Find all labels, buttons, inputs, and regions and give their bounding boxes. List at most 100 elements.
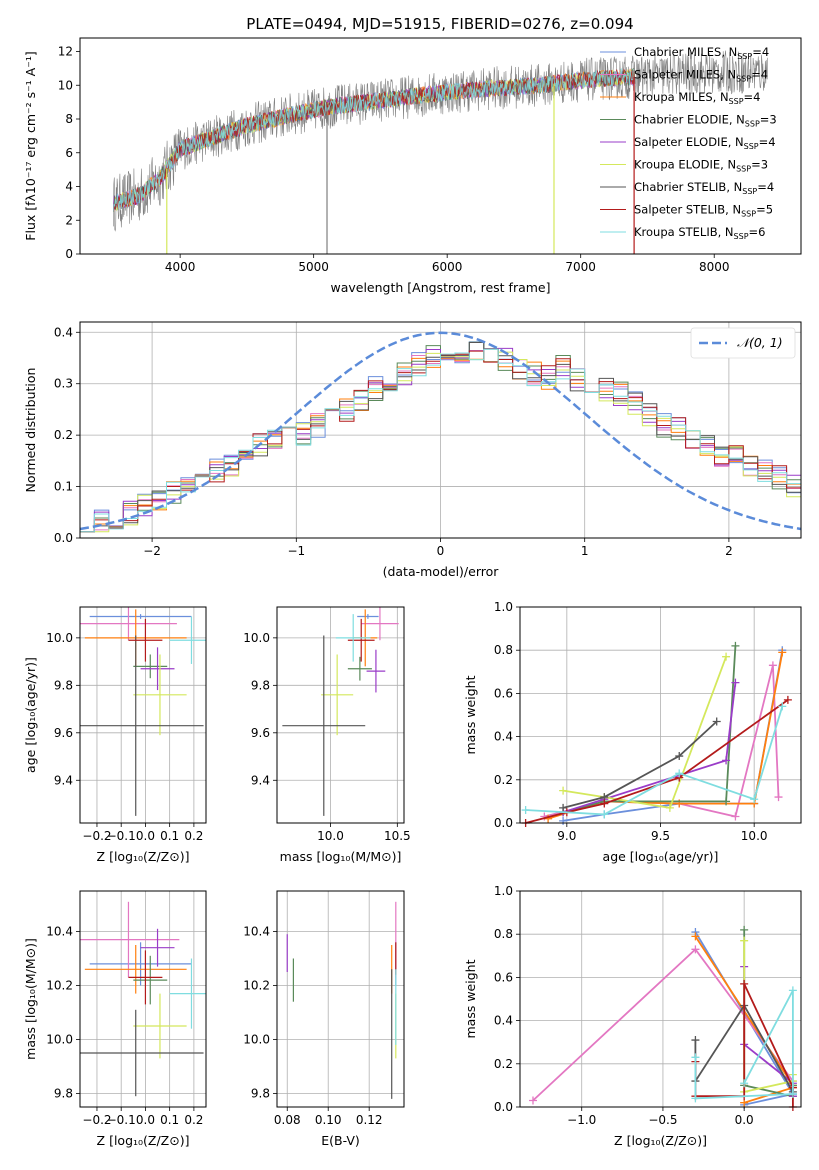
legend-label: Salpeter STELIB, NSSP=5 xyxy=(634,203,773,219)
series-marker xyxy=(722,797,731,806)
x-tick-label: 10.5 xyxy=(384,829,411,843)
errorbar-salpeter-miles xyxy=(80,607,177,641)
series-marker xyxy=(750,795,759,804)
errorbar-chabrier-miles xyxy=(89,614,192,619)
plot-area xyxy=(80,901,206,1097)
y-tick-label: 10.2 xyxy=(243,979,270,993)
x-tick-label: 7000 xyxy=(565,260,596,274)
y-tick-label: 0.2 xyxy=(54,428,73,442)
errorbar-chabrier-elodie xyxy=(133,955,168,1005)
series-line xyxy=(694,983,794,1107)
series-marker xyxy=(768,661,777,670)
errorbar-kroupa-elodie xyxy=(321,654,354,736)
axes-frame xyxy=(519,890,802,1108)
legend-label: Kroupa STELIB, NSSP=6 xyxy=(634,225,765,241)
x-tick-label: 0.1 xyxy=(160,1113,179,1127)
x-tick-label: 0.1 xyxy=(160,829,179,843)
weight-vs-age-panel: 9.0 9.5 10.0 0.0 0.2 0.4 0.6 0.8 1.0 age [log₁₀(a… xyxy=(463,600,802,864)
y-tick-label: 1.0 xyxy=(494,884,513,898)
histogram-kroupa-stelib xyxy=(80,348,801,533)
axes-frame xyxy=(276,890,405,1108)
y-tick-label: 10.4 xyxy=(243,925,270,939)
x-tick-label: 2 xyxy=(725,544,733,558)
errorbar-chabrier-stelib xyxy=(282,635,366,816)
plot-area xyxy=(528,925,797,1111)
x-tick-label: 0.08 xyxy=(274,1113,301,1127)
y-tick-label: 0.1 xyxy=(54,480,73,494)
x-tick-label: −0.1 xyxy=(107,829,136,843)
errorbar-salpeter-elodie xyxy=(140,647,175,691)
legend-label: Chabrier STELIB, NSSP=4 xyxy=(634,180,774,196)
legend-box xyxy=(690,327,796,359)
x-tick-label: 0.12 xyxy=(356,1113,383,1127)
series-kroupa-stelib xyxy=(691,986,797,1103)
y-tick-label: 9.8 xyxy=(251,678,270,692)
y-tick-label: 0.6 xyxy=(494,686,513,700)
errorbar-chabrier-miles xyxy=(357,614,379,619)
series-line xyxy=(743,966,794,1097)
y-axis-label: Normed distribution xyxy=(23,368,38,493)
y-tick-label: 9.8 xyxy=(54,678,73,692)
x-tick-label: 10.0 xyxy=(741,829,768,843)
errorbar-kroupa-elodie xyxy=(133,993,187,1059)
errorbar-salpeter-elodie xyxy=(140,928,175,967)
mass-vs-ebv-panel: 0.08 0.10 0.12 9.8 10.0 10.2 10.4 E(B-V) xyxy=(243,890,405,1148)
series-marker xyxy=(778,648,787,657)
series-line xyxy=(562,682,737,814)
errorbar-kroupa-miles xyxy=(84,945,187,994)
y-tick-label: 0.4 xyxy=(54,325,73,339)
series-marker xyxy=(783,695,792,704)
series-marker xyxy=(731,678,740,687)
y-tick-label: 12 xyxy=(58,45,73,59)
errorbar-chabrier-elodie xyxy=(133,654,168,679)
y-tick-label: 8 xyxy=(65,112,73,126)
x-axis-label: E(B-V) xyxy=(321,1133,360,1148)
series-marker xyxy=(691,1094,700,1103)
y-tick-label: 9.8 xyxy=(54,1087,73,1101)
y-tick-label: 0.0 xyxy=(54,531,73,545)
series-marker xyxy=(722,756,731,765)
errorbar-salpeter-miles xyxy=(361,607,399,641)
normal-curve xyxy=(80,331,801,531)
x-tick-label: 6000 xyxy=(432,260,463,274)
series-marker xyxy=(722,652,731,661)
plot-area xyxy=(286,901,397,1099)
legend-label: Kroupa MILES, NSSP=4 xyxy=(634,90,760,106)
legend-label: Chabrier MILES, NSSP=4 xyxy=(634,45,769,61)
errorbar-salpeter-elodie xyxy=(366,649,386,693)
spectrum-plot-area xyxy=(113,50,768,254)
series-line xyxy=(525,706,784,816)
series-marker xyxy=(559,816,568,825)
y-tick-label: 9.6 xyxy=(251,726,270,740)
y-tick-label: 10.0 xyxy=(46,631,73,645)
series-marker xyxy=(740,979,749,988)
series-marker xyxy=(778,702,787,711)
y-tick-label: 0.8 xyxy=(494,643,513,657)
y-tick-label: 1.0 xyxy=(494,600,513,614)
axes-frame xyxy=(79,37,802,255)
x-tick-label: 0.0 xyxy=(136,1113,155,1127)
errorbar-chabrier-elodie xyxy=(347,656,372,681)
y-axis-label: mass weight xyxy=(463,675,478,754)
legend-label: 𝒩(0, 1) xyxy=(737,335,783,350)
legend-label: Chabrier ELODIE, NSSP=3 xyxy=(634,113,777,129)
y-tick-label: 10.0 xyxy=(243,1033,270,1047)
histogram-salpeter-miles xyxy=(80,350,801,533)
y-tick-label: 0.4 xyxy=(494,1014,513,1028)
y-axis-label: Flux [fλ10⁻¹⁷ erg cm⁻² s⁻¹ A⁻¹] xyxy=(23,51,38,240)
x-tick-label: −0.5 xyxy=(648,1113,677,1127)
x-tick-label: 9.5 xyxy=(651,829,670,843)
histogram-chabrier-elodie xyxy=(80,341,801,533)
series-marker xyxy=(731,641,740,650)
x-tick-label: −1.0 xyxy=(567,1113,596,1127)
x-tick-label: 0.2 xyxy=(184,829,203,843)
series-chabrier-stelib xyxy=(559,717,721,812)
errorbar-kroupa-stelib xyxy=(335,614,371,662)
figure-title: PLATE=0494, MJD=51915, FIBERID=0276, z=0… xyxy=(246,15,633,33)
x-tick-label: 10.0 xyxy=(317,829,344,843)
model-spectrum-kroupa-stelib xyxy=(113,67,635,212)
series-marker xyxy=(740,936,749,945)
series-marker xyxy=(528,1096,537,1105)
series-kroupa-stelib xyxy=(521,702,787,819)
age-vs-mass-panel: 10.0 10.5 9.4 9.6 9.8 10.0 mass [log₁₀(M/M⊙)] xyxy=(243,606,411,864)
